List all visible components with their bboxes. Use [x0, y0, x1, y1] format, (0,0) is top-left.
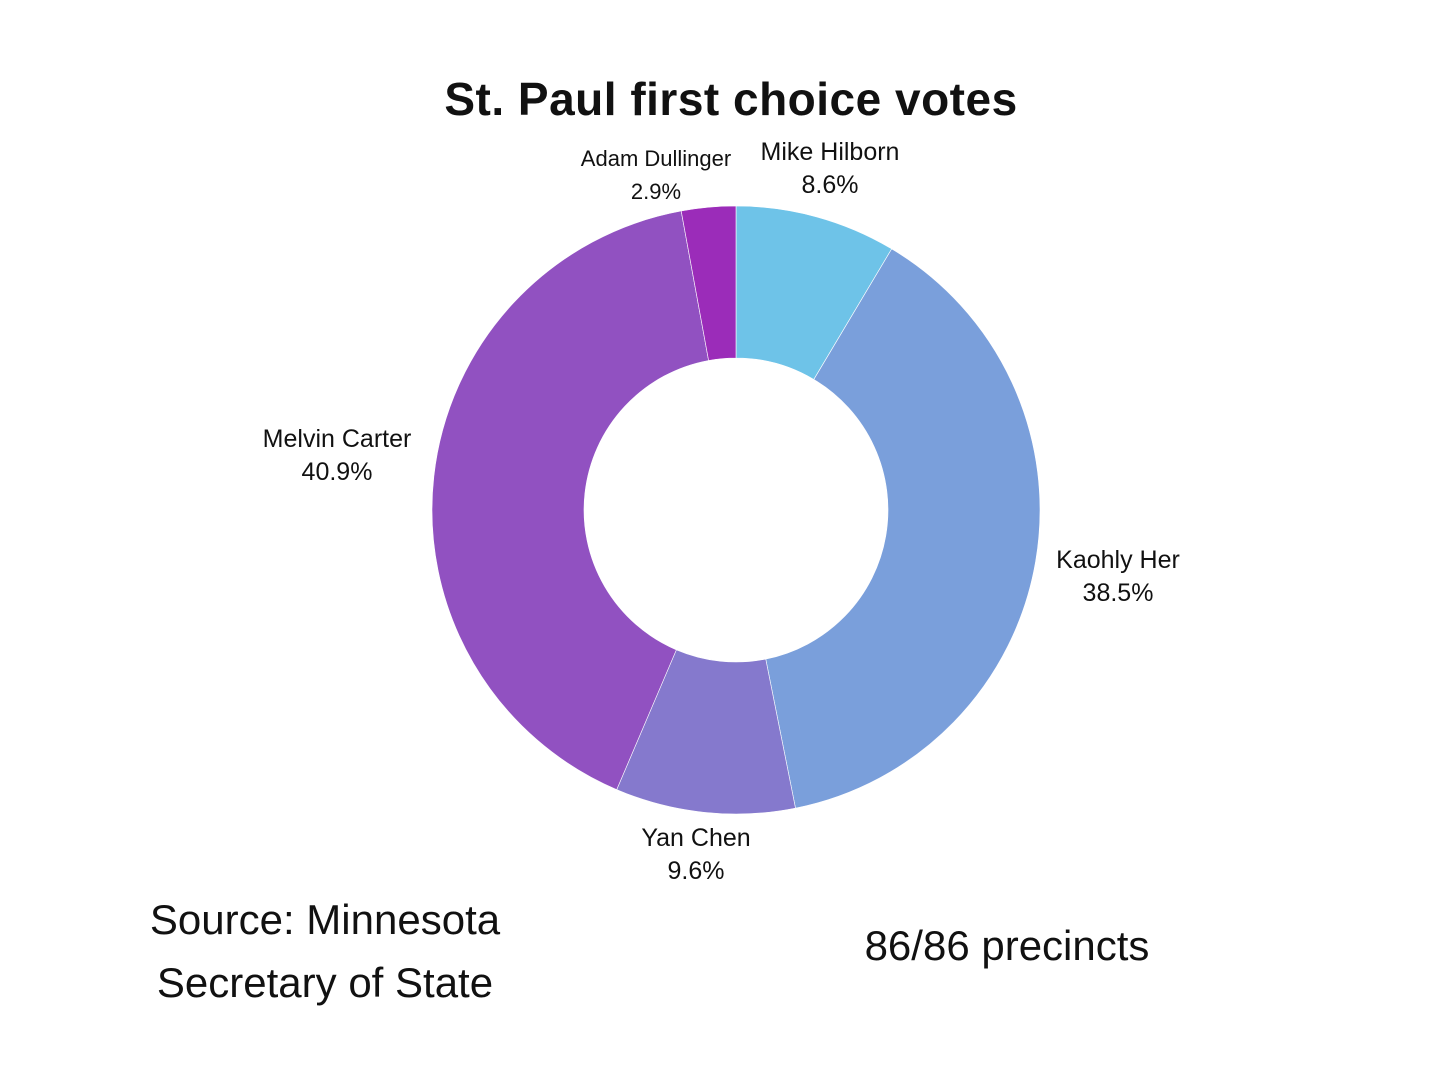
source-line-2: Secretary of State [156, 959, 494, 1006]
source-note: Source: Minnesota Secretary of State [150, 888, 500, 1014]
slice-label-value: 2.9% [630, 179, 682, 204]
slice-label: Mike Hilborn 8.6% [761, 136, 900, 202]
slice-label: Kaohly Her 38.5% [1056, 544, 1180, 610]
chart-title: St. Paul first choice votes [444, 73, 1018, 125]
slice-label-name: Kaohly Her [1056, 546, 1180, 574]
slice-label: Yan Chen 9.6% [641, 822, 750, 888]
slice-label: Melvin Carter 40.9% [263, 423, 412, 489]
slice-label: Adam Dullinger 2.9% [581, 142, 731, 208]
slice-label-value: 38.5% [1082, 579, 1154, 607]
source-line-1: Source: Minnesota [149, 896, 501, 943]
precincts-reporting: 86/86 precincts [864, 922, 1150, 969]
slice-label-value: 8.6% [801, 171, 859, 199]
slice-label-name: Yan Chen [641, 824, 751, 852]
slice-label-name: Mike Hilborn [760, 138, 900, 166]
slice-label-name: Adam Dullinger [580, 146, 732, 171]
slice-label-value: 40.9% [301, 458, 373, 486]
slice-kaohly-her [765, 248, 1041, 809]
slice-adam-dullinger [680, 205, 737, 361]
slice-label-value: 9.6% [667, 857, 725, 885]
slice-label-name: Melvin Carter [262, 425, 412, 453]
slice-melvin-carter [431, 210, 709, 791]
